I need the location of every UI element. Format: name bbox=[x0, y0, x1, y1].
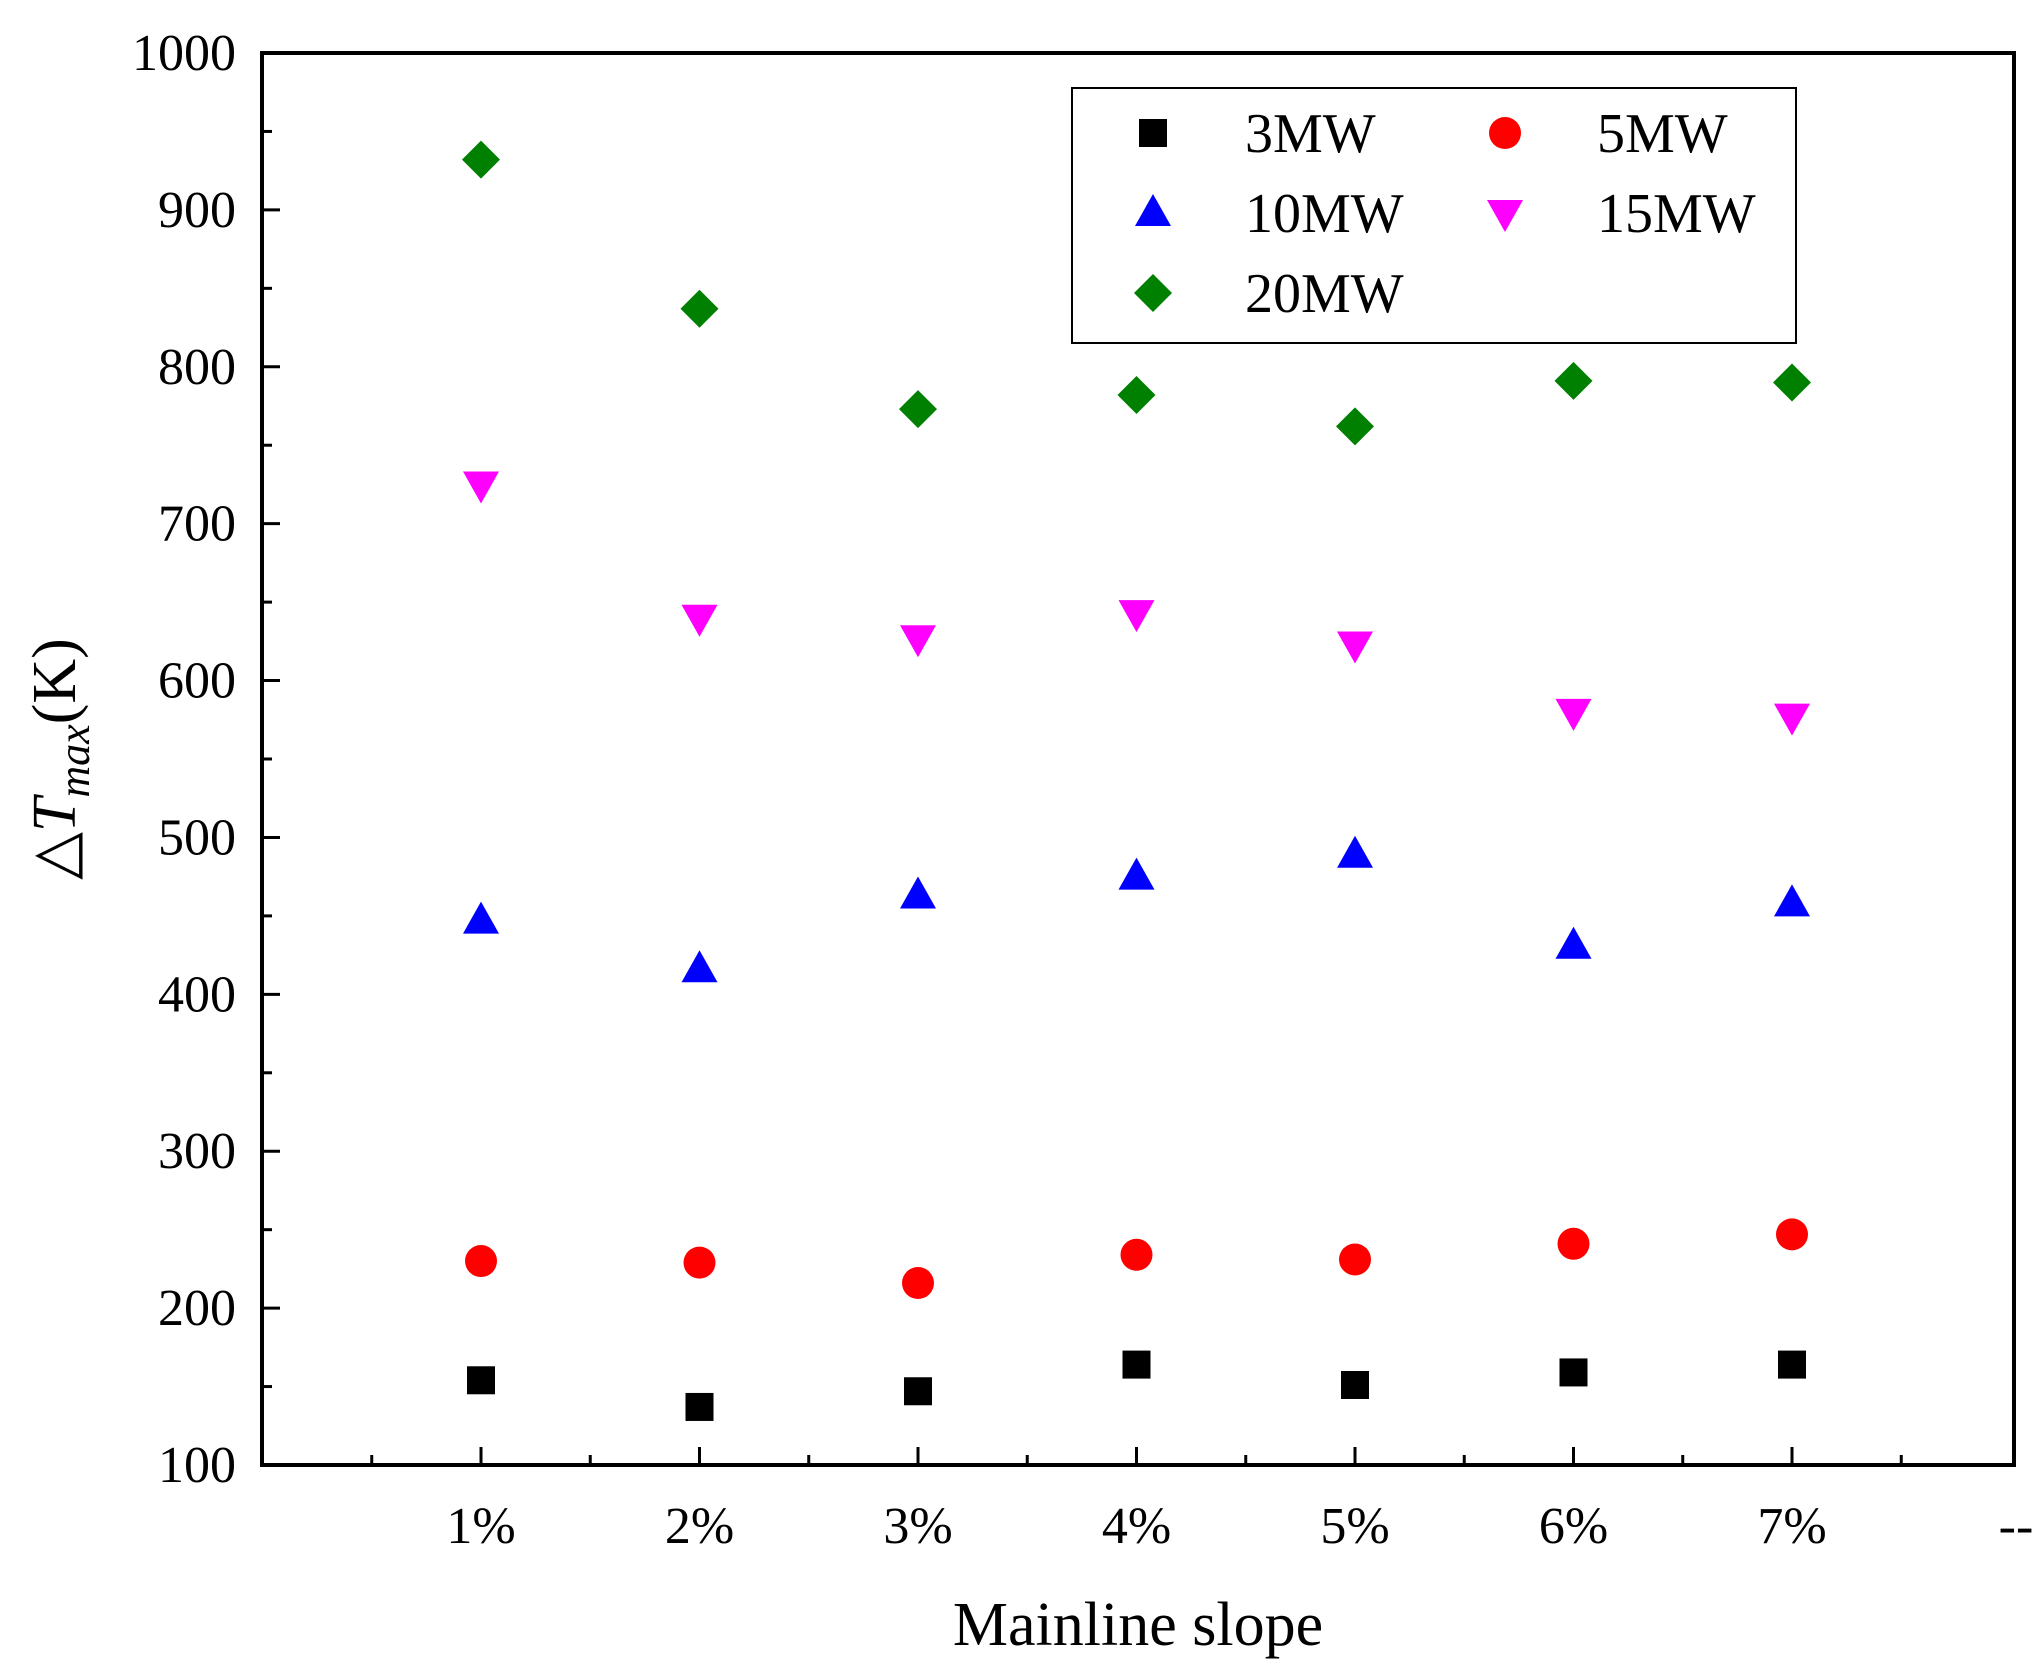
x-tick-label: 6% bbox=[1539, 1498, 1608, 1555]
y-tick-label: 1000 bbox=[132, 25, 236, 82]
x-tick-label: 5% bbox=[1320, 1498, 1389, 1555]
data-point bbox=[1554, 361, 1593, 400]
y-tick-label: 300 bbox=[158, 1123, 236, 1180]
data-point bbox=[1117, 376, 1156, 415]
series-5mw bbox=[465, 1218, 1808, 1300]
data-point bbox=[467, 1366, 495, 1395]
data-point bbox=[1120, 1238, 1153, 1271]
y-axis-title-prefix: △ bbox=[21, 832, 89, 880]
data-point bbox=[1557, 1227, 1590, 1260]
legend-marker bbox=[1134, 274, 1172, 312]
y-tick-label: 500 bbox=[158, 809, 236, 866]
data-point bbox=[462, 140, 500, 179]
legend: 3MW 5MW 10MW 15MW 20MW bbox=[1071, 87, 1797, 344]
y-tick-label: 800 bbox=[158, 339, 236, 396]
x-axis: 1% 2% 3% 4% 5% 6% 7% -- bbox=[370, 1447, 2034, 1555]
series-3mw bbox=[467, 1350, 1806, 1421]
data-point bbox=[465, 1245, 497, 1278]
data-point bbox=[463, 901, 499, 934]
x-tick-label: 1% bbox=[446, 1498, 515, 1555]
data-point bbox=[1555, 698, 1592, 731]
y-tick-label: 400 bbox=[158, 966, 236, 1023]
series-10mw bbox=[463, 835, 1810, 983]
data-point bbox=[899, 390, 937, 429]
y-tick-label: 600 bbox=[158, 653, 236, 710]
data-point bbox=[1337, 835, 1373, 868]
y-tick-label: 900 bbox=[158, 182, 236, 239]
series-20mw bbox=[462, 140, 1811, 446]
data-point bbox=[1118, 600, 1155, 633]
legend-label: 5MW bbox=[1597, 103, 1728, 165]
x-tick-label-extra: -- bbox=[1999, 1498, 2034, 1555]
data-point bbox=[681, 604, 718, 637]
data-point bbox=[1118, 857, 1155, 890]
data-point bbox=[1774, 884, 1810, 917]
x-tick-label: 2% bbox=[665, 1498, 734, 1555]
data-point bbox=[1776, 1218, 1808, 1251]
x-tick-label: 3% bbox=[883, 1498, 952, 1555]
legend-marker bbox=[1489, 117, 1521, 149]
legend-label: 20MW bbox=[1245, 263, 1404, 325]
x-tick-label: 7% bbox=[1757, 1498, 1826, 1555]
data-markers bbox=[462, 140, 1811, 1421]
x-axis-title: Mainline slope bbox=[953, 1591, 1323, 1659]
y-tick-label: 100 bbox=[158, 1437, 236, 1494]
y-axis-title-subscript: max bbox=[50, 724, 99, 798]
legend-marker bbox=[1487, 200, 1523, 232]
data-point bbox=[1559, 1358, 1588, 1387]
data-point bbox=[1555, 926, 1592, 959]
y-axis-title: △Tmax(K) bbox=[21, 638, 99, 880]
data-point bbox=[1339, 1243, 1371, 1276]
legend-marker bbox=[1139, 119, 1167, 147]
data-point bbox=[681, 950, 718, 983]
data-point bbox=[680, 289, 719, 328]
series-15mw bbox=[463, 471, 1810, 736]
data-point bbox=[683, 1246, 716, 1279]
data-point bbox=[1778, 1350, 1806, 1379]
y-axis: 100 200 300 400 500 600 700 800 900 1000 bbox=[132, 25, 280, 1494]
legend-box bbox=[1071, 87, 1797, 344]
data-point bbox=[904, 1377, 932, 1406]
data-point bbox=[463, 471, 499, 504]
data-point bbox=[1774, 703, 1810, 736]
legend-label: 3MW bbox=[1245, 103, 1376, 165]
data-point bbox=[1336, 407, 1374, 446]
data-point bbox=[1773, 363, 1811, 402]
y-axis-title-variable: T bbox=[21, 793, 89, 832]
data-point bbox=[685, 1392, 714, 1421]
data-point bbox=[902, 1267, 934, 1300]
y-tick-label: 200 bbox=[158, 1280, 236, 1337]
x-tick-label: 4% bbox=[1102, 1498, 1171, 1555]
y-axis-title-suffix: (K) bbox=[21, 638, 89, 724]
legend-label: 10MW bbox=[1245, 183, 1404, 245]
data-point bbox=[1341, 1370, 1369, 1399]
data-point bbox=[900, 876, 936, 909]
legend-label: 15MW bbox=[1597, 183, 1756, 245]
y-tick-label: 700 bbox=[158, 496, 236, 553]
data-point bbox=[1122, 1350, 1151, 1379]
legend-marker bbox=[1135, 194, 1171, 226]
data-point bbox=[1337, 631, 1373, 664]
data-point bbox=[900, 625, 936, 658]
